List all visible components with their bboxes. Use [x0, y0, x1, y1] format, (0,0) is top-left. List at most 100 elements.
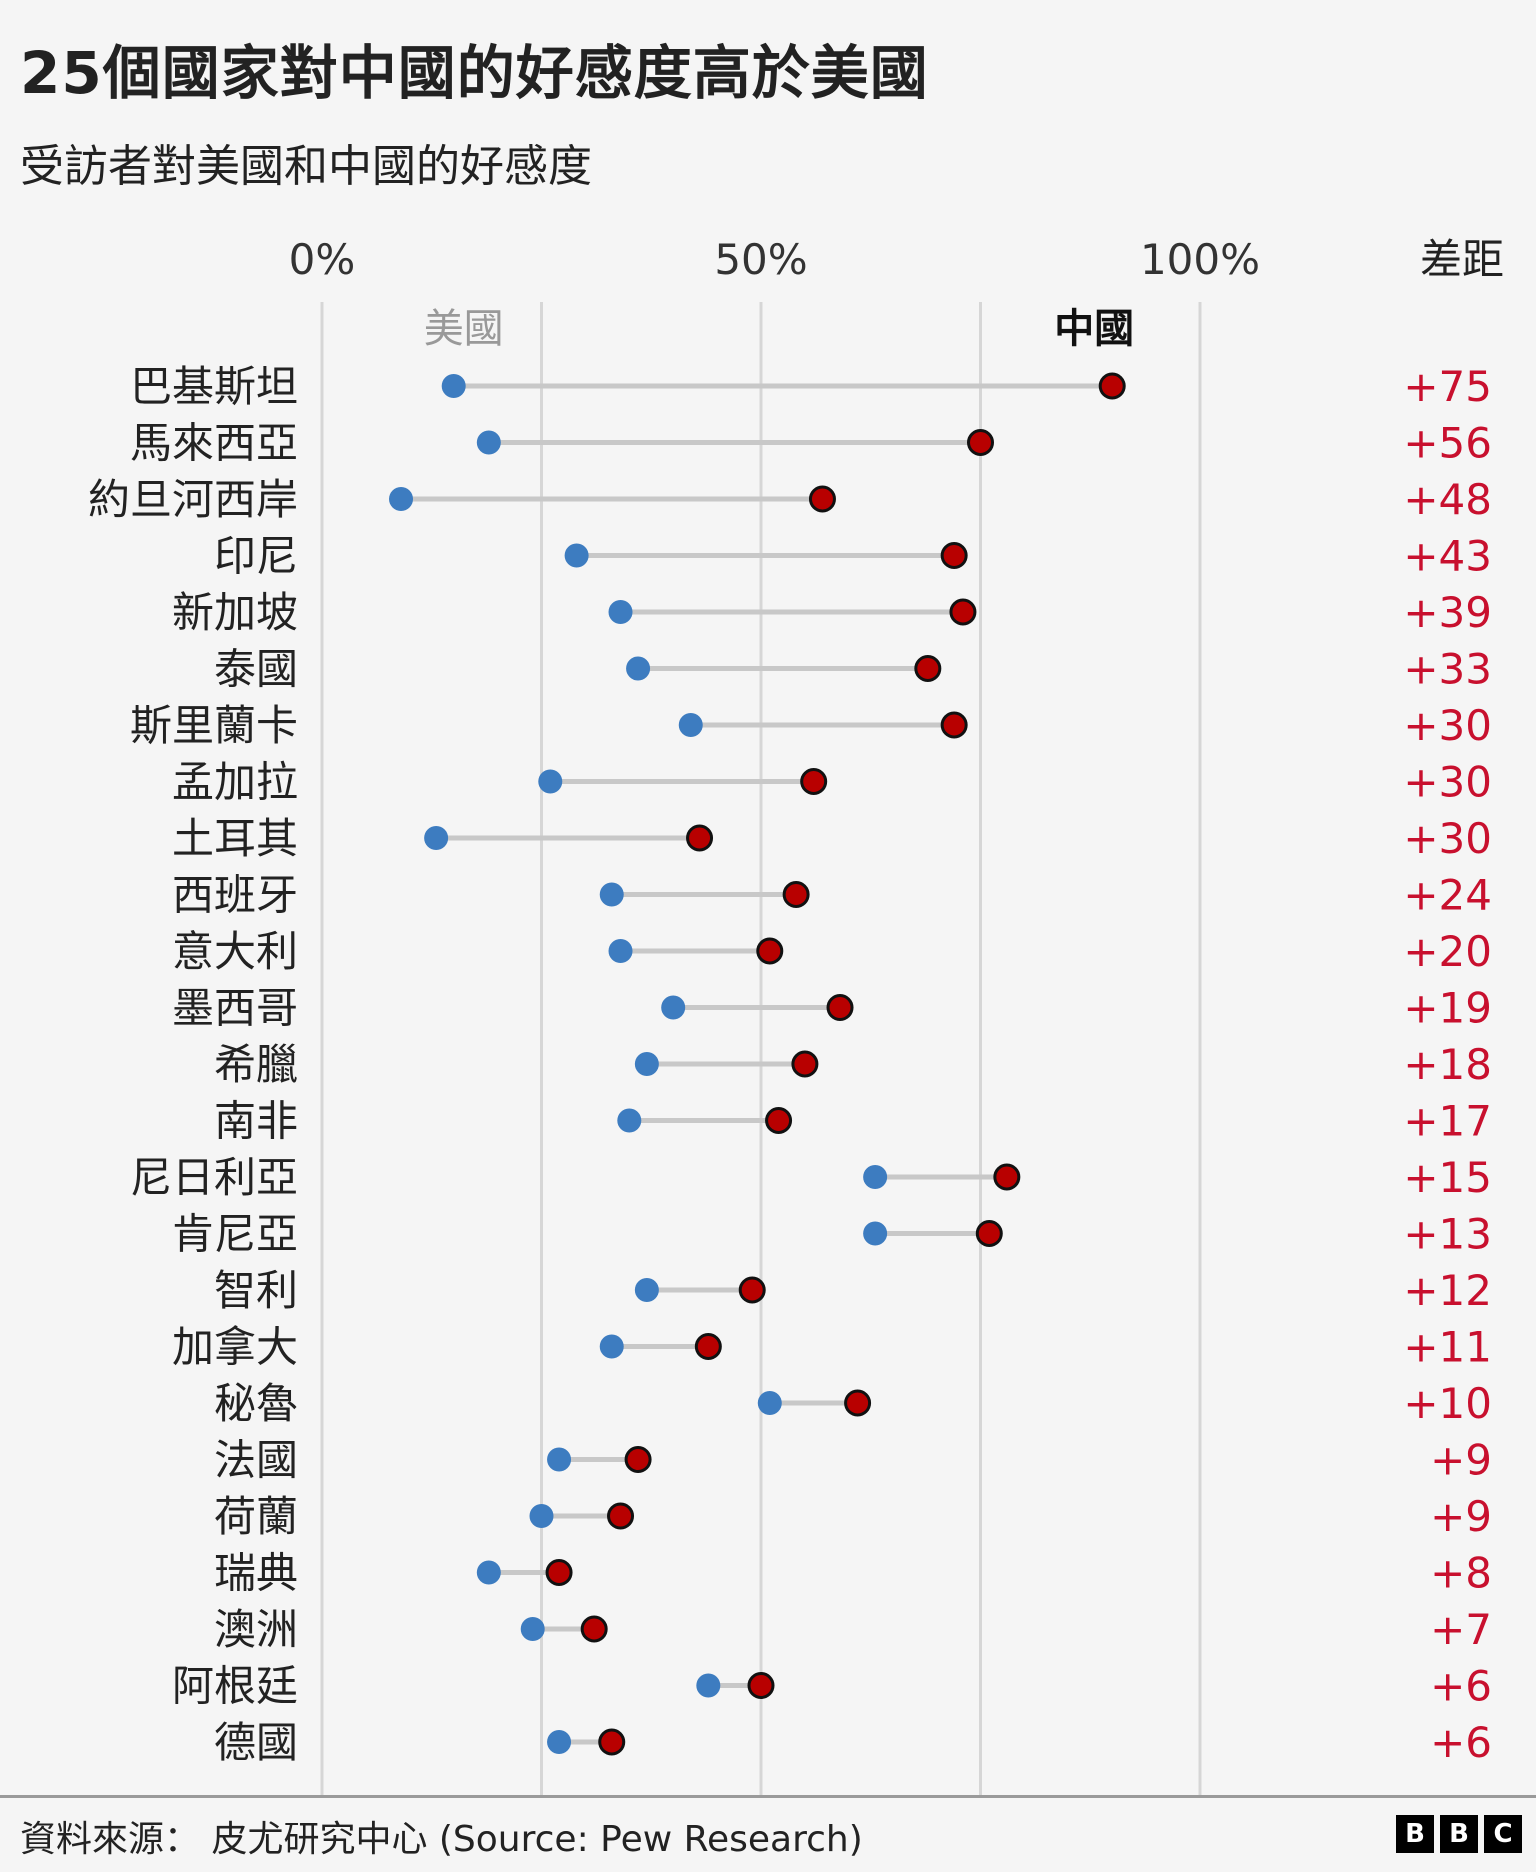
gap-column-header: 差距: [1420, 235, 1504, 284]
gap-value: +43: [1403, 532, 1492, 581]
country-label: 瑞典: [214, 1549, 298, 1598]
x-tick-label: 50%: [714, 235, 807, 284]
country-label: 阿根廷: [172, 1662, 298, 1711]
country-label: 約旦河西岸: [88, 475, 298, 524]
us-dot: [547, 1447, 572, 1472]
gap-value: +20: [1403, 927, 1492, 976]
china-dot: [580, 1615, 608, 1643]
gap-value: +24: [1403, 871, 1492, 920]
bbc-logo: B B C: [1396, 1815, 1522, 1853]
country-label: 荷蘭: [214, 1492, 298, 1541]
us-dot: [538, 769, 563, 794]
x-tick-label: 100%: [1140, 235, 1260, 284]
us-dot: [476, 430, 501, 455]
chart-subtitle: 受訪者對美國和中國的好感度: [20, 141, 592, 192]
china-dot: [624, 1446, 652, 1473]
china-dot: [791, 1050, 819, 1078]
country-label: 加拿大: [172, 1323, 298, 1372]
china-dot: [686, 824, 714, 852]
gap-value: +13: [1403, 1210, 1492, 1259]
gap-value: +12: [1403, 1266, 1492, 1315]
country-label: 西班牙: [172, 871, 298, 920]
country-label: 孟加拉: [172, 758, 298, 807]
gap-value: +9: [1430, 1492, 1492, 1541]
country-label: 南非: [214, 1097, 298, 1146]
china-dot: [747, 1672, 775, 1699]
gap-value: +15: [1403, 1153, 1492, 1202]
gap-value: +30: [1403, 758, 1492, 807]
gap-value: +11: [1403, 1323, 1492, 1372]
bbc-logo-letter: C: [1484, 1815, 1522, 1853]
chart-title: 25個國家對中國的好感度高於美國: [20, 39, 929, 107]
china-dot: [967, 429, 994, 456]
china-dot: [975, 1220, 1003, 1247]
gap-value: +30: [1403, 701, 1492, 750]
country-label: 法國: [214, 1436, 298, 1485]
china-dot: [694, 1333, 722, 1360]
legend-china-label: 中國: [1054, 306, 1134, 352]
country-label: 泰國: [214, 645, 298, 694]
china-dot: [607, 1502, 635, 1530]
gap-value: +39: [1403, 588, 1492, 637]
us-dot: [626, 656, 651, 681]
us-dot: [757, 1391, 782, 1415]
country-label: 德國: [214, 1718, 298, 1767]
gap-value: +9: [1430, 1436, 1492, 1485]
gap-value: +17: [1403, 1097, 1492, 1146]
china-dot: [844, 1389, 872, 1417]
china-dot: [756, 937, 784, 965]
gap-value: +6: [1430, 1718, 1492, 1767]
us-dot: [634, 1052, 659, 1076]
gap-value: +30: [1403, 814, 1492, 863]
china-dot: [1098, 372, 1126, 400]
us-dot: [547, 1730, 572, 1754]
china-dot: [738, 1276, 766, 1304]
country-label: 希臘: [214, 1040, 298, 1089]
us-dot: [634, 1278, 659, 1302]
china-dot: [598, 1728, 626, 1756]
country-label: 印尼: [214, 532, 298, 581]
bbc-logo-letter: B: [1440, 1815, 1478, 1853]
gap-value: +56: [1403, 419, 1492, 468]
x-tick-label: 0%: [289, 235, 356, 284]
china-dot: [545, 1559, 573, 1586]
country-label: 新加坡: [172, 588, 298, 637]
gap-value: +19: [1403, 984, 1492, 1033]
us-dot: [678, 713, 703, 737]
country-label: 智利: [214, 1266, 298, 1315]
china-dot: [800, 768, 828, 795]
gap-value: +7: [1430, 1605, 1492, 1654]
china-dot: [782, 881, 810, 908]
country-label: 澳洲: [214, 1605, 298, 1654]
china-dot: [826, 994, 854, 1021]
legend-us-label: 美國: [424, 306, 504, 352]
us-dot: [564, 543, 589, 568]
gap-value: +75: [1403, 362, 1492, 411]
country-label: 肯尼亞: [172, 1210, 298, 1259]
us-dot: [599, 882, 624, 907]
us-dot: [389, 487, 414, 511]
country-label: 土耳其: [172, 814, 298, 863]
us-dot: [529, 1504, 554, 1528]
china-dot: [914, 655, 942, 682]
us-dot: [661, 995, 686, 1020]
us-dot: [608, 600, 633, 624]
gap-value: +8: [1430, 1549, 1492, 1598]
us-dot: [441, 374, 466, 398]
country-label: 馬來西亞: [130, 419, 298, 468]
country-label: 墨西哥: [172, 984, 298, 1033]
us-dot: [520, 1617, 545, 1641]
us-dot: [599, 1334, 624, 1359]
gap-value: +33: [1403, 645, 1492, 694]
country-label: 秘魯: [214, 1379, 298, 1428]
gap-value: +10: [1403, 1379, 1492, 1428]
gap-value: +18: [1403, 1040, 1492, 1089]
us-dot: [696, 1673, 721, 1698]
us-dot: [863, 1165, 888, 1189]
china-dot: [940, 711, 968, 739]
footer-divider: [0, 1795, 1536, 1798]
country-label: 尼日利亞: [130, 1153, 298, 1202]
china-dot: [940, 542, 968, 569]
us-dot: [476, 1560, 501, 1585]
